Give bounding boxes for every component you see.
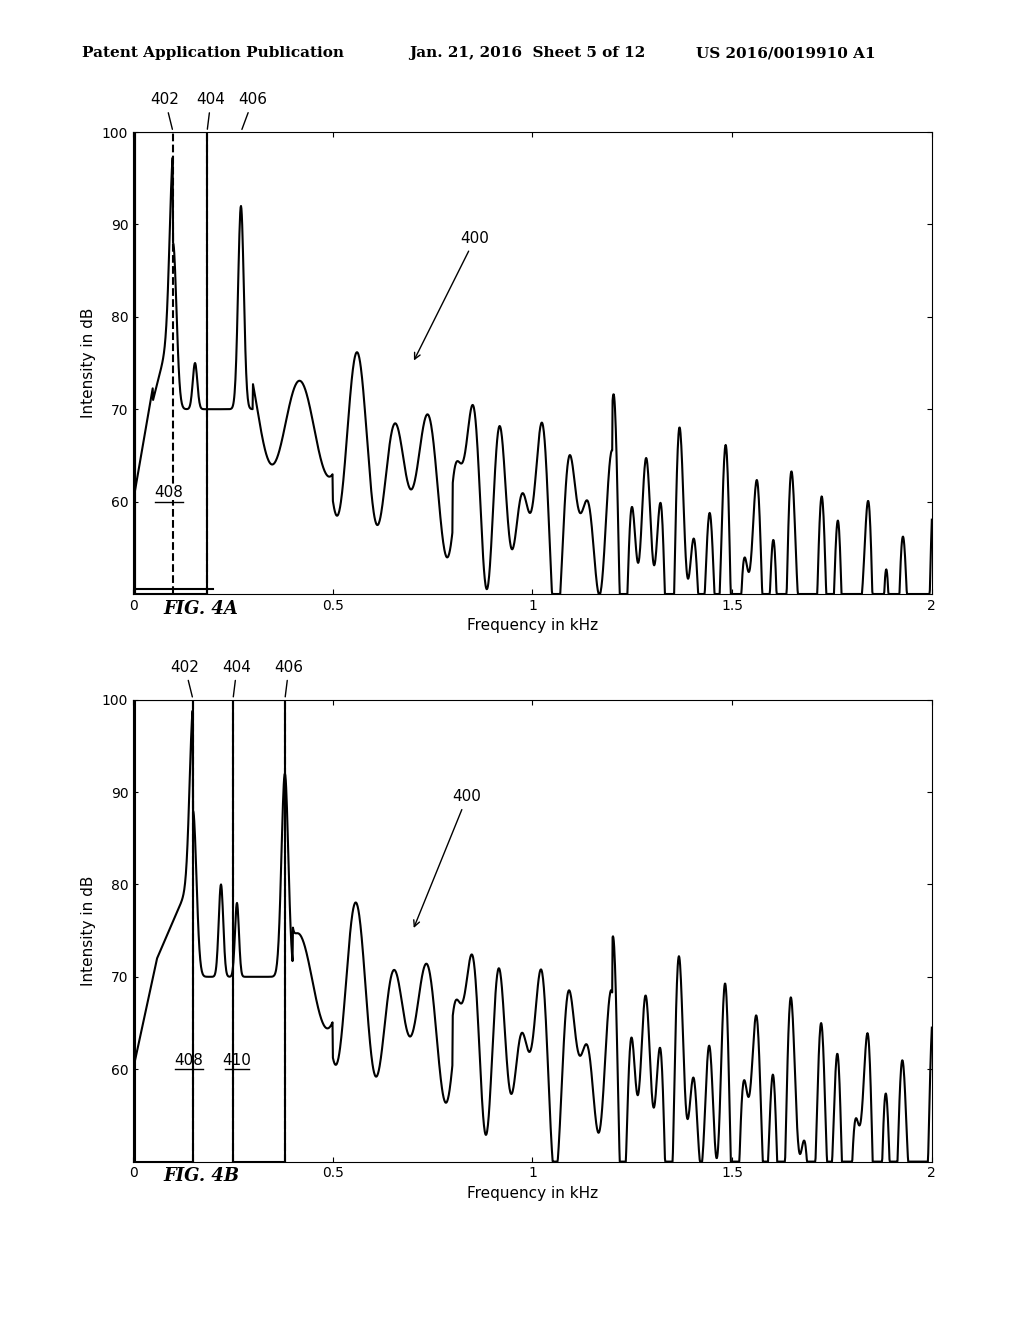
Text: Jan. 21, 2016  Sheet 5 of 12: Jan. 21, 2016 Sheet 5 of 12 bbox=[410, 46, 646, 61]
Text: 408: 408 bbox=[175, 1052, 204, 1068]
Y-axis label: Intensity in dB: Intensity in dB bbox=[81, 308, 96, 418]
Text: 402: 402 bbox=[171, 660, 200, 697]
Text: FIG. 4B: FIG. 4B bbox=[164, 1167, 240, 1185]
X-axis label: Frequency in kHz: Frequency in kHz bbox=[467, 618, 598, 634]
Text: US 2016/0019910 A1: US 2016/0019910 A1 bbox=[696, 46, 876, 61]
Text: Patent Application Publication: Patent Application Publication bbox=[82, 46, 344, 61]
Text: 400: 400 bbox=[415, 231, 489, 359]
Text: FIG. 4A: FIG. 4A bbox=[164, 599, 239, 618]
Text: 406: 406 bbox=[274, 660, 303, 697]
Text: 404: 404 bbox=[197, 92, 225, 129]
Text: 404: 404 bbox=[222, 660, 251, 697]
Text: 410: 410 bbox=[222, 1052, 251, 1068]
Y-axis label: Intensity in dB: Intensity in dB bbox=[81, 875, 96, 986]
Text: 402: 402 bbox=[151, 92, 179, 129]
Text: 406: 406 bbox=[239, 92, 267, 129]
Text: 400: 400 bbox=[414, 789, 481, 927]
X-axis label: Frequency in kHz: Frequency in kHz bbox=[467, 1185, 598, 1201]
Text: 408: 408 bbox=[155, 484, 183, 500]
